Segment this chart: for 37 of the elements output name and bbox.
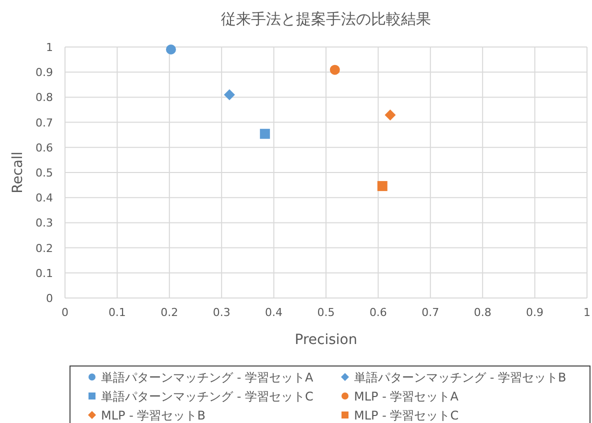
point [384,110,396,121]
legend-label: MLP - 学習セットB [101,408,206,422]
y-tick-label: 0 [46,292,53,305]
x-tick-label: 0.8 [474,306,492,319]
y-tick-label: 0.6 [36,141,53,154]
legend-label: 単語パターンマッチング - 学習セットB [354,370,566,384]
y-tick-label: 0.5 [36,166,53,180]
point [260,128,270,139]
y-tick-label: 0.8 [36,91,53,104]
x-tick-label: 0.9 [526,306,544,319]
x-tick-label: 0.3 [212,306,230,319]
x-tick-label: 0.6 [369,306,387,319]
legend-label: MLP - 学習セットC [354,408,459,422]
y-tick-label: 0.1 [36,266,53,280]
x-tick-label: 0.2 [160,306,178,319]
point [330,64,340,75]
y-tick-label: 0.4 [36,192,53,205]
chart-title: 従来手法と提案手法の比較結果 [221,10,431,28]
y-tick-label: 0.9 [36,66,53,80]
y-tick-label: 0.7 [36,116,53,130]
y-axis-title: Recall [10,152,26,194]
legend-label: MLP - 学習セットA [354,390,460,404]
x-tick-label: 0.5 [317,306,335,319]
point [377,181,388,192]
x-tick-label: 0 [62,306,68,319]
y-tick-label: 1 [46,41,53,54]
x-tick-label: 0.7 [422,306,440,319]
x-axis-title: Precision [294,332,358,348]
legend-label: 単語パターンマッチング - 学習セットA [101,370,314,384]
x-tick-label: 0.4 [265,306,283,319]
y-tick-label: 0.2 [36,242,53,255]
x-tick-label: 0.1 [108,306,126,319]
point [166,44,176,55]
y-tick-label: 0.3 [36,216,53,230]
legend-label: 単語パターンマッチング - 学習セットC [101,390,314,404]
point [224,89,235,100]
x-tick-label: 1 [584,306,590,319]
